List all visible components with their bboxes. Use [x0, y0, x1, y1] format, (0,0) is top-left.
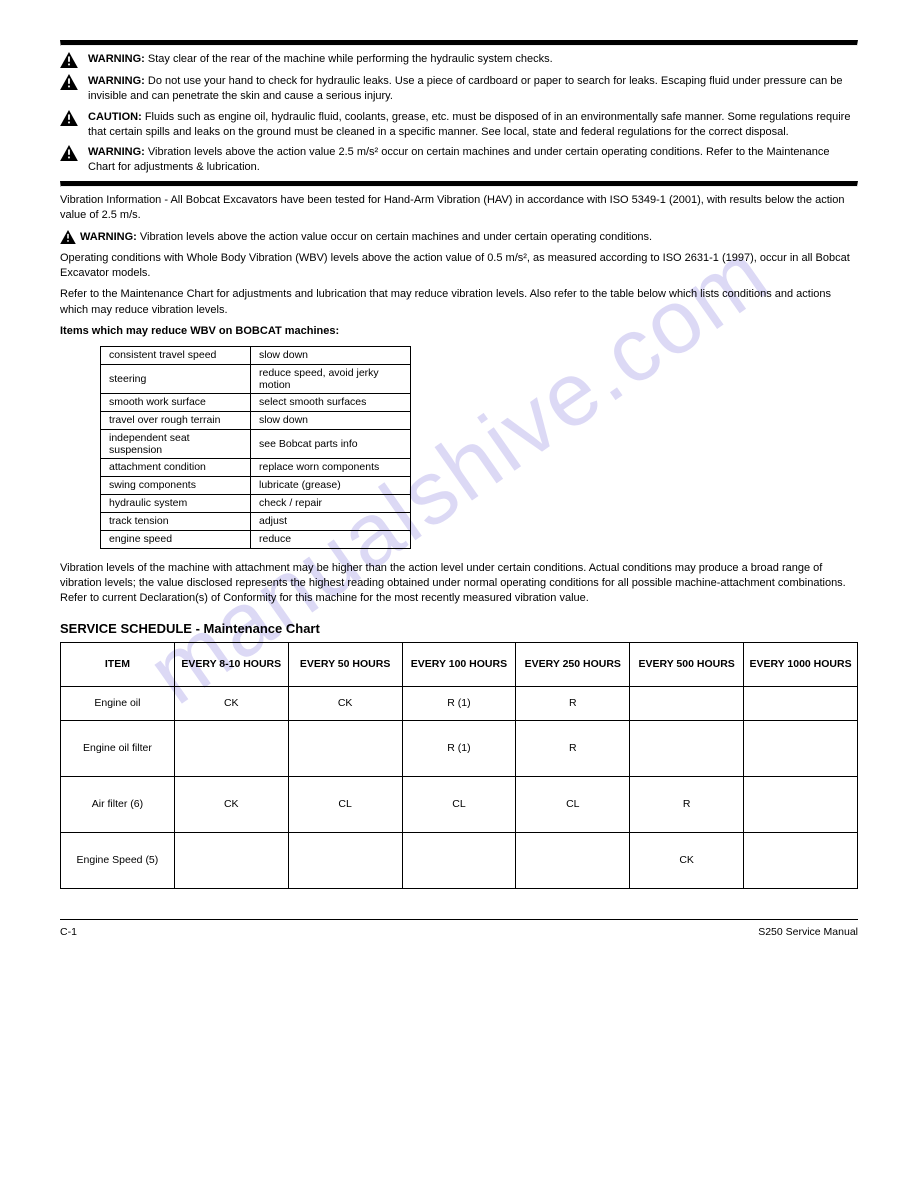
- chart-cell: [744, 720, 858, 776]
- chart-cell: Engine oil filter: [61, 720, 175, 776]
- table-cell: hydraulic system: [101, 494, 251, 512]
- maintenance-chart-table: ITEMEVERY 8-10 HOURSEVERY 50 HOURSEVERY …: [60, 642, 858, 889]
- table-cell: reduce speed, avoid jerky motion: [251, 364, 411, 393]
- chart-header-cell: EVERY 50 HOURS: [288, 642, 402, 686]
- chart-cell: Air filter (6): [61, 776, 175, 832]
- chart-cell: CK: [174, 686, 288, 720]
- top-rule: [60, 40, 858, 46]
- chart-cell: [744, 776, 858, 832]
- table-cell: check / repair: [251, 494, 411, 512]
- table-cell: track tension: [101, 512, 251, 530]
- chart-cell: [630, 686, 744, 720]
- inline-warning-text: WARNING: Vibration levels above the acti…: [80, 230, 858, 245]
- warning-triangle-icon: [60, 110, 78, 126]
- chart-cell: R: [630, 776, 744, 832]
- chart-cell: [744, 686, 858, 720]
- table-cell: engine speed: [101, 530, 251, 548]
- warning-row: CAUTION: Fluids such as engine oil, hydr…: [60, 110, 858, 140]
- table-row: smooth work surfaceselect smooth surface…: [101, 393, 411, 411]
- chart-cell: R (1): [402, 686, 516, 720]
- paragraph-1: Vibration Information - All Bobcat Excav…: [60, 193, 858, 224]
- table-cell: consistent travel speed: [101, 346, 251, 364]
- chart-cell: CL: [288, 776, 402, 832]
- table-row: swing componentslubricate (grease): [101, 476, 411, 494]
- chart-cell: Engine Speed (5): [61, 832, 175, 888]
- table-cell: select smooth surfaces: [251, 393, 411, 411]
- footer-left: C-1: [60, 926, 77, 938]
- table-cell: see Bobcat parts info: [251, 429, 411, 458]
- chart-row: Air filter (6)CKCLCLCLR: [61, 776, 858, 832]
- chart-row: Engine Speed (5) CK: [61, 832, 858, 888]
- chart-cell: Engine oil: [61, 686, 175, 720]
- chart-header-cell: ITEM: [61, 642, 175, 686]
- warning-triangle-icon: [60, 52, 78, 68]
- table-row: consistent travel speedslow down: [101, 346, 411, 364]
- chart-cell: CK: [174, 776, 288, 832]
- chart-cell: CL: [402, 776, 516, 832]
- vibration-reduction-table: consistent travel speedslow downsteering…: [100, 346, 411, 549]
- chart-cell: R: [516, 686, 630, 720]
- chart-cell: [516, 832, 630, 888]
- table-cell: travel over rough terrain: [101, 411, 251, 429]
- table-row: attachment conditionreplace worn compone…: [101, 458, 411, 476]
- chart-cell: R (1): [402, 720, 516, 776]
- table-cell: lubricate (grease): [251, 476, 411, 494]
- chart-row: Engine oilCKCKR (1)R: [61, 686, 858, 720]
- chart-cell: [288, 720, 402, 776]
- chart-header-cell: EVERY 500 HOURS: [630, 642, 744, 686]
- table-row: steeringreduce speed, avoid jerky motion: [101, 364, 411, 393]
- chart-cell: CK: [630, 832, 744, 888]
- warning-text: WARNING: Stay clear of the rear of the m…: [88, 52, 858, 67]
- chart-cell: [744, 832, 858, 888]
- paragraph-3: Refer to the Maintenance Chart for adjus…: [60, 287, 858, 318]
- table-cell: attachment condition: [101, 458, 251, 476]
- warning-triangle-icon: [60, 230, 76, 244]
- chart-cell: [402, 832, 516, 888]
- chart-cell: [288, 832, 402, 888]
- warning-text: WARNING: Vibration levels above the acti…: [88, 145, 858, 175]
- table-row: engine speedreduce: [101, 530, 411, 548]
- page-footer: C-1 S250 Service Manual: [60, 919, 858, 938]
- warning-text: WARNING: Do not use your hand to check f…: [88, 74, 858, 104]
- table-row: track tensionadjust: [101, 512, 411, 530]
- warning-row: WARNING: Do not use your hand to check f…: [60, 74, 858, 104]
- table-cell: reduce: [251, 530, 411, 548]
- warning-triangle-icon: [60, 74, 78, 90]
- chart-cell: R: [516, 720, 630, 776]
- chart-cell: [630, 720, 744, 776]
- table-cell: steering: [101, 364, 251, 393]
- small-table-caption: Items which may reduce WBV on BOBCAT mac…: [60, 324, 858, 339]
- chart-header-cell: EVERY 8-10 HOURS: [174, 642, 288, 686]
- table-row: independent seat suspensionsee Bobcat pa…: [101, 429, 411, 458]
- chart-row: Engine oil filter R (1)R: [61, 720, 858, 776]
- warning-triangle-icon: [60, 145, 78, 161]
- bottom-rule: [60, 181, 858, 187]
- chart-title: SERVICE SCHEDULE - Maintenance Chart: [60, 621, 858, 636]
- chart-header-cell: EVERY 100 HOURS: [402, 642, 516, 686]
- warning-row: WARNING: Vibration levels above the acti…: [60, 145, 858, 175]
- inline-warning: WARNING: Vibration levels above the acti…: [60, 230, 858, 245]
- table-cell: slow down: [251, 346, 411, 364]
- table-cell: smooth work surface: [101, 393, 251, 411]
- warning-text: CAUTION: Fluids such as engine oil, hydr…: [88, 110, 858, 140]
- table-row: travel over rough terrainslow down: [101, 411, 411, 429]
- chart-header-cell: EVERY 1000 HOURS: [744, 642, 858, 686]
- table-cell: slow down: [251, 411, 411, 429]
- chart-cell: CL: [516, 776, 630, 832]
- table-cell: replace worn components: [251, 458, 411, 476]
- paragraph-4: Vibration levels of the machine with att…: [60, 561, 858, 607]
- table-row: hydraulic systemcheck / repair: [101, 494, 411, 512]
- table-cell: swing components: [101, 476, 251, 494]
- table-cell: independent seat suspension: [101, 429, 251, 458]
- chart-cell: [174, 832, 288, 888]
- chart-cell: CK: [288, 686, 402, 720]
- chart-header-cell: EVERY 250 HOURS: [516, 642, 630, 686]
- chart-cell: [174, 720, 288, 776]
- warning-row: WARNING: Stay clear of the rear of the m…: [60, 52, 858, 68]
- paragraph-2: Operating conditions with Whole Body Vib…: [60, 251, 858, 282]
- table-cell: adjust: [251, 512, 411, 530]
- footer-right: S250 Service Manual: [758, 926, 858, 938]
